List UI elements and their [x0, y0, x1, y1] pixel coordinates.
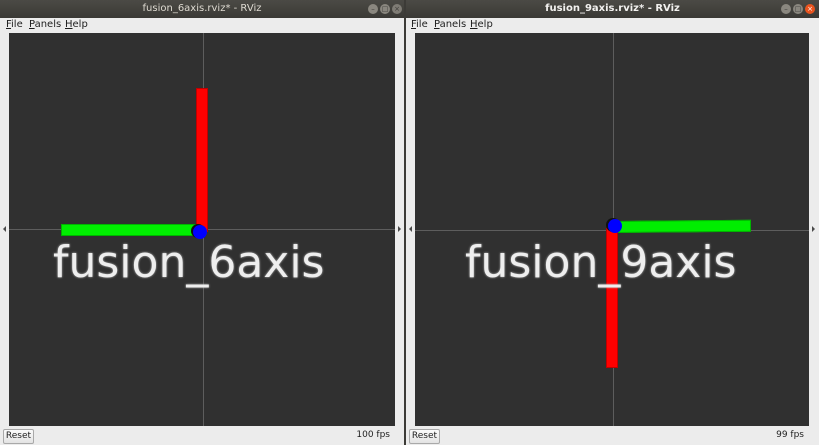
collapse-left-dock-handle[interactable] — [3, 226, 6, 232]
window-title: fusion_9axis.rviz* - RViz — [545, 3, 680, 14]
fps-counter: 100 fps — [356, 430, 390, 440]
menu-help[interactable]: Help — [470, 19, 493, 30]
close-icon[interactable]: × — [392, 4, 402, 14]
z-axis-marker — [608, 219, 622, 233]
menu-help[interactable]: Help — [65, 19, 88, 30]
maximize-icon[interactable]: □ — [380, 4, 390, 14]
z-axis-marker — [193, 225, 207, 239]
x-axis-arrow — [196, 88, 208, 232]
menu-bar: File Panels Help — [406, 18, 819, 32]
rviz-window-fusion-9axis: fusion_9axis.rviz* - RViz – □ × File Pan… — [406, 0, 819, 445]
window-title: fusion_6axis.rviz* - RViz — [142, 3, 262, 14]
x-axis-arrow — [606, 228, 618, 368]
minimize-icon[interactable]: – — [368, 4, 378, 14]
menu-panels[interactable]: Panels — [29, 19, 62, 30]
close-icon[interactable]: × — [805, 4, 815, 14]
frame-label-text: fusion_6axis — [53, 237, 325, 288]
reset-button[interactable]: Reset — [3, 429, 34, 444]
reset-button[interactable]: Reset — [409, 429, 440, 444]
y-axis-arrow — [612, 219, 752, 233]
collapse-right-dock-handle[interactable] — [812, 226, 815, 232]
menu-file[interactable]: File — [6, 19, 23, 30]
status-bar: Reset 99 fps — [406, 426, 819, 445]
menu-file[interactable]: File — [411, 19, 428, 30]
menu-panels[interactable]: Panels — [434, 19, 467, 30]
status-bar: Reset 100 fps — [0, 426, 404, 445]
rviz-window-fusion-6axis: fusion_6axis.rviz* - RViz – □ × File Pan… — [0, 0, 404, 445]
title-bar[interactable]: fusion_6axis.rviz* - RViz – □ × — [0, 0, 404, 18]
y-axis-arrow — [61, 224, 205, 236]
fps-counter: 99 fps — [776, 430, 804, 440]
minimize-icon[interactable]: – — [781, 4, 791, 14]
collapse-right-dock-handle[interactable] — [398, 226, 401, 232]
maximize-icon[interactable]: □ — [793, 4, 803, 14]
menu-bar: File Panels Help — [0, 18, 404, 32]
frame-label-text: fusion_9axis — [465, 237, 737, 288]
collapse-left-dock-handle[interactable] — [409, 226, 412, 232]
render-viewport[interactable]: fusion_6axis — [9, 33, 395, 426]
render-viewport[interactable]: fusion_9axis — [415, 33, 809, 426]
title-bar[interactable]: fusion_9axis.rviz* - RViz – □ × — [406, 0, 819, 18]
